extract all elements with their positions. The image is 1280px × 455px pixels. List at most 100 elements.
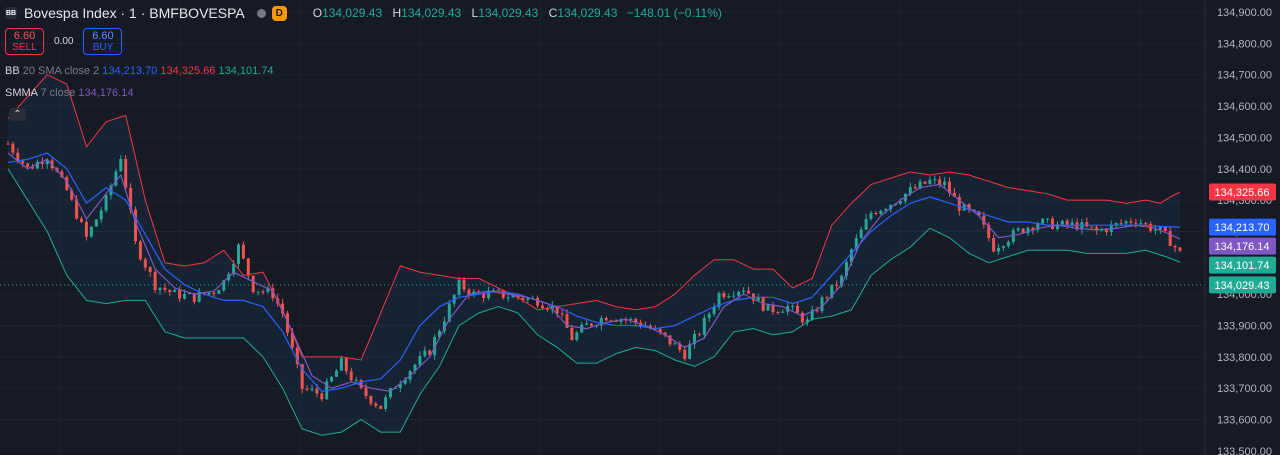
candle-body [138, 241, 142, 260]
ohlc-open-value: 134,029.43 [322, 6, 383, 20]
candle [938, 175, 942, 188]
candle-body [521, 297, 525, 301]
candle-body [908, 187, 912, 194]
candle [246, 258, 250, 281]
candle [168, 289, 172, 297]
candle-body [398, 383, 402, 388]
collapse-legend-button[interactable]: ⌃ [9, 108, 26, 121]
candle [771, 301, 775, 316]
candle-body [94, 219, 98, 227]
candle-body [1080, 222, 1084, 230]
candle [1055, 221, 1059, 232]
price-tag: 134,213.70 [1209, 218, 1276, 236]
candle [428, 349, 432, 356]
candle-body [197, 292, 201, 302]
candle-body [124, 159, 128, 188]
candle [1041, 217, 1045, 225]
ohlc-close-value: 134,029.43 [557, 6, 618, 20]
candle [80, 216, 83, 224]
price-tag-bg [1209, 183, 1276, 201]
smma-indicator-legend[interactable]: SMMA 7 close 134,176.14 [5, 87, 133, 99]
candle-body [26, 163, 30, 167]
price-tag-label: 134,029.43 [1214, 280, 1269, 292]
candle [344, 357, 348, 375]
candle [163, 283, 167, 293]
candle-body [457, 279, 461, 295]
sell-button[interactable]: 6.60 SELL [5, 28, 44, 55]
buy-button[interactable]: 6.60 BUY [83, 28, 123, 55]
candle [854, 233, 858, 254]
bb-lower-line [7, 168, 1181, 436]
candle-body [644, 325, 647, 327]
candle [879, 209, 883, 215]
symbol-title[interactable]: Bovespa Index · 1 · BMFBOVESPA [24, 5, 245, 21]
price-tag-label: 134,176.14 [1214, 241, 1269, 253]
candle [673, 341, 677, 345]
candle [997, 243, 1000, 255]
grid [0, 11, 1205, 452]
candle-body [1095, 227, 1099, 231]
candle-body [771, 304, 775, 312]
candle [398, 380, 402, 393]
candle-body [183, 294, 186, 299]
candle [1002, 245, 1005, 252]
candle-body [536, 297, 540, 306]
candle-body [75, 199, 79, 219]
candle [148, 266, 152, 277]
candle-body [349, 371, 353, 381]
price-tag-label: 134,101.74 [1214, 260, 1269, 272]
candle-body [99, 210, 103, 220]
candle [384, 394, 388, 412]
candle-body [462, 279, 466, 290]
candle-body [168, 289, 172, 293]
candle [403, 376, 407, 386]
candle [835, 280, 839, 291]
candle [952, 187, 956, 197]
candle [6, 140, 10, 145]
candle-body [1119, 223, 1123, 225]
candle-body [967, 204, 971, 210]
candle-body [1031, 227, 1035, 230]
candle-body [869, 213, 873, 219]
candle-body [800, 312, 804, 323]
candle-body [756, 297, 760, 301]
bb-indicator-legend[interactable]: BB 20 SMA close 2 134,213.70 134,325.66 … [5, 65, 274, 77]
market-status-icon [256, 8, 266, 18]
bb-name: BB [5, 65, 20, 77]
candle [781, 309, 785, 313]
candle [683, 345, 687, 362]
candle-body [712, 307, 716, 314]
candle [697, 332, 701, 337]
candle [354, 376, 358, 383]
candle-body [60, 171, 64, 177]
candle [462, 277, 466, 293]
candle [845, 259, 848, 280]
smma-value: 134,176.14 [78, 87, 134, 99]
candle-body [290, 332, 294, 348]
candle-body [663, 332, 667, 336]
candle-body [295, 347, 299, 365]
candle-body [364, 387, 368, 397]
candle-body [1055, 224, 1059, 229]
candle [521, 296, 525, 303]
candle [153, 270, 157, 293]
candle-body [928, 179, 932, 184]
candle-body [65, 176, 69, 191]
candle [747, 286, 750, 294]
candle-body [791, 305, 795, 307]
candle [526, 297, 530, 304]
candle-body [256, 291, 260, 293]
candle [791, 304, 795, 311]
candle-body [335, 370, 338, 377]
candle-body [732, 295, 736, 297]
candle-body [541, 305, 544, 308]
sell-price: 6.60 [13, 29, 36, 42]
candle [339, 355, 343, 371]
candle [134, 206, 137, 245]
candle [1016, 226, 1020, 232]
candle-body [178, 289, 182, 299]
bb-args: 20 SMA close 2 [22, 65, 100, 77]
price-axis-label: 133,600.00 [1217, 415, 1272, 427]
candle-body [1065, 220, 1069, 226]
